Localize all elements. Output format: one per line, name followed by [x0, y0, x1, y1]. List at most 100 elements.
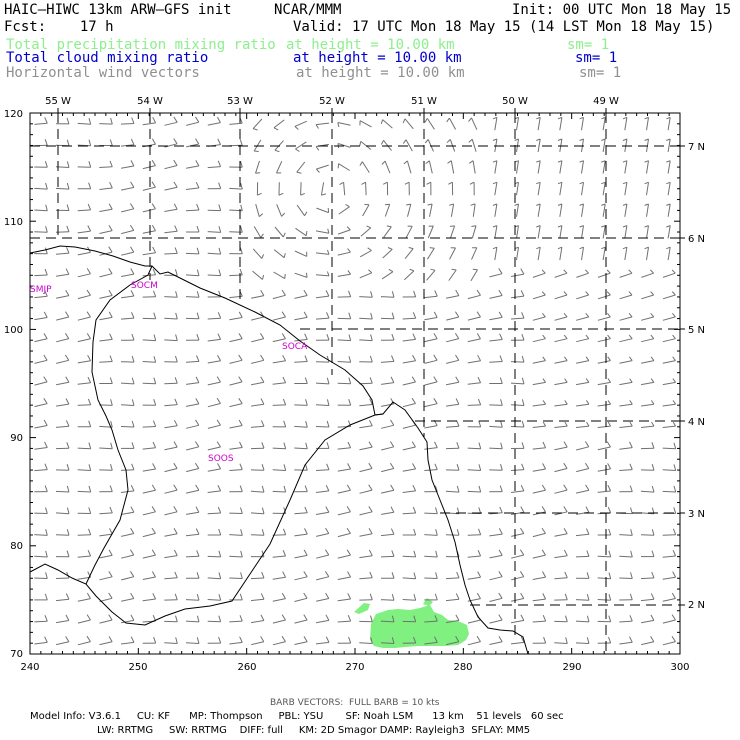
wind-barb-feather [131, 463, 135, 470]
wind-barb-feather [324, 549, 330, 556]
wind-barb-shaft [55, 490, 70, 493]
wind-barb-feather [500, 442, 503, 449]
wind-barb-feather [44, 268, 48, 276]
wind-barb-shaft [424, 555, 438, 558]
wind-barb-feather [607, 421, 612, 427]
wind-barb-feather [196, 269, 200, 276]
wind-barb-shaft [662, 534, 676, 536]
wind-barb-feather [152, 420, 157, 427]
wind-barb-feather [260, 593, 265, 600]
wind-barb-feather [66, 571, 70, 579]
wind-barb-feather [43, 398, 48, 404]
wind-barb-feather [557, 116, 563, 120]
wind-barb-shaft [56, 338, 69, 343]
wind-barb-shaft [229, 425, 243, 429]
wind-barb-shaft [619, 447, 633, 450]
wind-barb-feather [565, 637, 568, 644]
wind-barb-shaft [337, 576, 351, 580]
wind-barb-feather [673, 442, 677, 449]
wind-barb-feather [630, 529, 633, 536]
wind-barb-shaft [359, 555, 373, 559]
wind-barb-feather [520, 527, 525, 534]
wind-barb-shaft [164, 404, 178, 407]
wind-barb-feather [174, 571, 178, 578]
wind-barb-feather [153, 636, 157, 644]
wind-barb-feather [563, 484, 568, 491]
wind-barb-feather [477, 571, 482, 578]
wind-barb-feather [456, 571, 460, 579]
wind-barb-feather [43, 311, 48, 318]
wind-barb-shaft [120, 641, 135, 645]
wind-barb-shaft [359, 339, 373, 342]
wind-barb-feather [347, 420, 352, 427]
wind-barb-shaft [359, 425, 373, 429]
wind-barb-shaft [229, 187, 243, 190]
wind-barb-feather [586, 593, 590, 601]
wind-barb-feather [108, 636, 113, 643]
wind-barb-shaft [56, 620, 69, 624]
wind-barb-feather [130, 592, 135, 599]
wind-barb-feather [413, 290, 417, 298]
wind-barb-feather [306, 272, 308, 278]
wind-barb-feather [389, 462, 395, 469]
wind-barb-feather [651, 485, 655, 493]
wind-barb-feather [521, 377, 525, 385]
wind-barb-shaft [315, 404, 330, 406]
wind-barb-shaft [405, 226, 413, 239]
wind-barb-shaft [581, 182, 584, 196]
wind-barb-shaft [404, 118, 414, 130]
x-tick-label: 260 [237, 662, 256, 673]
wind-barb-feather [434, 636, 438, 643]
wind-barb-shaft [359, 446, 373, 451]
wind-barb-feather [478, 485, 482, 493]
wind-barb-shaft [445, 490, 460, 493]
wind-barb-feather [282, 354, 287, 362]
wind-barb-shaft [315, 382, 330, 385]
wind-barb-feather [303, 592, 308, 599]
wind-barb-shaft [185, 642, 200, 644]
wind-barb-feather [369, 571, 373, 578]
wind-barb-shaft [164, 468, 178, 473]
wind-barb-feather [451, 268, 457, 271]
wind-barb-feather [435, 507, 438, 514]
wind-barb-feather [477, 376, 482, 384]
wind-barb-shaft [229, 534, 243, 536]
wind-barb-shaft [640, 534, 655, 536]
wind-barb-shaft [404, 248, 414, 260]
wind-barb-shaft [337, 489, 351, 494]
wind-barb-shaft [380, 642, 395, 644]
wind-barb-feather [305, 399, 308, 406]
wind-barb-shaft [640, 577, 655, 580]
wind-barb-shaft [667, 225, 671, 239]
wind-barb-feather [391, 615, 395, 623]
wind-barb-shaft [164, 230, 178, 234]
wind-barb-feather [434, 485, 438, 492]
wind-barb-shaft [229, 577, 243, 579]
wind-barb-shaft [164, 642, 178, 644]
wind-barb-shaft [99, 187, 113, 190]
wind-barb-feather [44, 485, 48, 492]
wind-barb-shaft [359, 511, 373, 516]
wind-barb-feather [455, 636, 460, 643]
wind-barb-feather [152, 463, 157, 470]
wind-barb-shaft [597, 425, 611, 428]
wind-barb-shaft [624, 117, 628, 131]
wind-barb-feather [644, 181, 649, 185]
y-tick-label: 100 [4, 325, 23, 336]
wind-barb-feather [151, 571, 156, 578]
wind-barb-shaft [273, 271, 286, 280]
wind-barb-shaft [576, 360, 589, 364]
wind-barb-shaft [316, 230, 329, 234]
wind-barb-feather [622, 181, 628, 185]
wind-barb-shaft [55, 425, 70, 428]
wind-barb-shaft [294, 404, 308, 406]
wind-barb-feather [391, 355, 395, 362]
wind-barb-feather [129, 203, 135, 210]
wind-barb-shaft [581, 160, 584, 174]
wind-barb-feather [557, 181, 563, 185]
wind-barb-feather [412, 312, 417, 319]
wind-barb-shaft [77, 469, 91, 471]
wind-barb-shaft [641, 338, 654, 343]
wind-barb-feather [326, 377, 330, 385]
wind-barb-feather [369, 398, 373, 405]
